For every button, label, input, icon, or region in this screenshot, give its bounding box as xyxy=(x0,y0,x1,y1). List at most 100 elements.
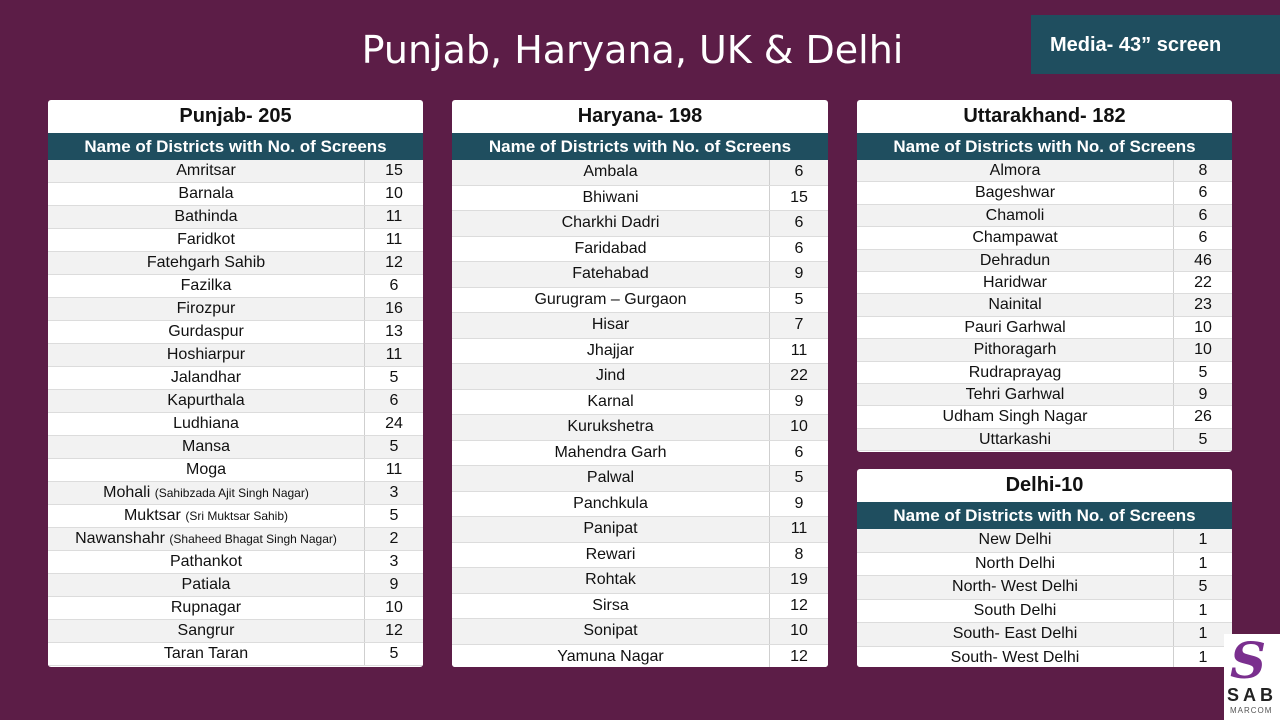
district-name: Panipat xyxy=(452,517,770,542)
district-label: Champawat xyxy=(972,229,1058,247)
table-row: Haridwar 22 xyxy=(857,271,1232,295)
district-name: Barnala xyxy=(48,183,365,205)
district-name: Pithoragarh xyxy=(857,339,1174,361)
screen-count: 1 xyxy=(1198,648,1208,666)
district-name: Rohtak xyxy=(452,568,770,593)
district-label: Almora xyxy=(989,162,1041,179)
district-name: Haridwar xyxy=(857,271,1174,294)
screen-count: 22 xyxy=(790,367,808,384)
table-row: Rupnagar 10 xyxy=(48,597,423,620)
punjab-column-header: Name of Districts with No. of Screens xyxy=(48,133,423,160)
logo-subtext: MARCOM xyxy=(1230,706,1273,715)
screen-count: 11 xyxy=(385,231,403,248)
district-name: Bathinda xyxy=(48,206,365,228)
table-row: Pauri Garhwal 10 xyxy=(857,316,1232,340)
district-label: South Delhi xyxy=(973,601,1057,619)
district-name: Sonipat xyxy=(452,619,770,644)
district-label: Jhajjar xyxy=(586,341,635,359)
screen-count: 6 xyxy=(1198,184,1208,202)
district-name: North- West Delhi xyxy=(857,576,1174,599)
table-row: Muktsar (Sri Muktsar Sahib) 5 xyxy=(48,505,423,528)
table-row: Kapurthala 6 xyxy=(48,390,423,413)
table-row: Champawat 6 xyxy=(857,227,1232,250)
district-name: Uttarkashi xyxy=(857,428,1174,451)
table-row: Uttarkashi 5 xyxy=(857,428,1232,452)
district-name: Gurdaspur xyxy=(48,321,365,343)
table-row: Karnal 9 xyxy=(452,389,828,415)
table-row: Bageshwar 6 xyxy=(857,182,1232,205)
table-row: Yamuna Nagar 12 xyxy=(452,644,828,667)
table-row: North- West Delhi 5 xyxy=(857,576,1232,600)
delhi-rows: New Delhi 1 North Delhi 1 North- West Delhi 5… xyxy=(857,529,1232,667)
district-label: Yamuna Nagar xyxy=(557,647,664,665)
logo-letter: S xyxy=(1230,631,1267,690)
table-row: North Delhi 1 xyxy=(857,552,1232,576)
table-row: Almora 8 xyxy=(857,160,1232,183)
punjab-title: Punjab- 205 xyxy=(179,105,292,127)
district-label: Panchkula xyxy=(573,494,648,512)
district-label: Charkhi Dadri xyxy=(561,214,660,231)
district-label: Nawanshahr xyxy=(75,530,165,547)
district-name: Patiala xyxy=(48,574,365,596)
district-name: Nainital xyxy=(857,294,1174,316)
table-row: Patiala 9 xyxy=(48,574,423,597)
table-row: New Delhi 1 xyxy=(857,529,1232,553)
district-name: Panchkula xyxy=(452,491,770,516)
screen-count: 23 xyxy=(1194,296,1212,314)
district-label: Rewari xyxy=(585,545,636,563)
table-row: Mahendra Garh 6 xyxy=(452,440,828,466)
district-name: Charkhi Dadri xyxy=(452,211,770,236)
table-row: Udham Singh Nagar 26 xyxy=(857,406,1232,429)
district-name: Mahendra Garh xyxy=(452,440,770,465)
district-label: Bageshwar xyxy=(974,184,1056,202)
screen-count: 11 xyxy=(385,208,403,225)
table-row: Ludhiana 24 xyxy=(48,413,423,436)
district-name: Sangrur xyxy=(48,620,365,642)
district-name: Gurugram – Gurgaon xyxy=(452,287,770,312)
table-row: Jhajjar 11 xyxy=(452,338,828,364)
district-label: Mohali xyxy=(103,484,151,501)
district-label: Faridabad xyxy=(574,239,647,257)
screen-count: 5 xyxy=(1198,363,1208,381)
screen-count: 13 xyxy=(385,323,403,340)
screen-count: 10 xyxy=(1194,318,1212,336)
district-label: Pauri Garhwal xyxy=(964,318,1066,336)
district-label: Gurdaspur xyxy=(168,323,244,340)
district-name: Ambala xyxy=(452,160,770,185)
screen-count: 5 xyxy=(794,290,804,308)
table-row: Faridabad 6 xyxy=(452,236,828,262)
screen-count: 26 xyxy=(1194,408,1212,426)
screen-count: 10 xyxy=(790,622,808,639)
district-name: Pathankot xyxy=(48,551,365,573)
table-row: Pathankot 3 xyxy=(48,551,423,574)
table-row: Tehri Garhwal 9 xyxy=(857,383,1232,407)
district-name: Kurukshetra xyxy=(452,415,770,440)
table-row: Sonipat 10 xyxy=(452,619,828,645)
district-label: Sirsa xyxy=(592,596,629,614)
district-name: Faridabad xyxy=(452,236,770,261)
table-row: Bathinda 11 xyxy=(48,206,423,229)
district-label: Hoshiarpur xyxy=(166,346,246,363)
haryana-card: Haryana- 198 Name of Districts with No. … xyxy=(452,100,828,667)
haryana-title: Haryana- 198 xyxy=(577,105,703,127)
screen-count: 12 xyxy=(385,622,403,639)
screen-count: 3 xyxy=(389,484,399,501)
district-label: Gurugram – Gurgaon xyxy=(534,290,687,308)
district-label: Bathinda xyxy=(174,208,238,225)
district-label: Karnal xyxy=(587,392,634,410)
delhi-column-header: Name of Districts with No. of Screens xyxy=(857,502,1232,529)
uttarakhand-column-header: Name of Districts with No. of Screens xyxy=(857,133,1232,160)
screen-count: 5 xyxy=(389,369,399,386)
district-note: (Sahibzada Ajit Singh Nagar) xyxy=(154,486,309,500)
district-label: Panipat xyxy=(583,520,638,537)
district-name: Palwal xyxy=(452,466,770,491)
screen-count: 12 xyxy=(790,596,808,614)
district-name: North Delhi xyxy=(857,552,1174,575)
table-row: Mansa 5 xyxy=(48,436,423,459)
district-label: Sangrur xyxy=(177,622,235,639)
district-label: Fatehgarh Sahib xyxy=(146,254,266,271)
screen-count: 5 xyxy=(1198,578,1208,595)
district-label: Firozpur xyxy=(176,300,236,317)
haryana-rows: Ambala 6 Bhiwani 15 Charkhi Dadri 6 Faridabad 6… xyxy=(452,160,828,667)
table-row: Ambala 6 xyxy=(452,160,828,186)
